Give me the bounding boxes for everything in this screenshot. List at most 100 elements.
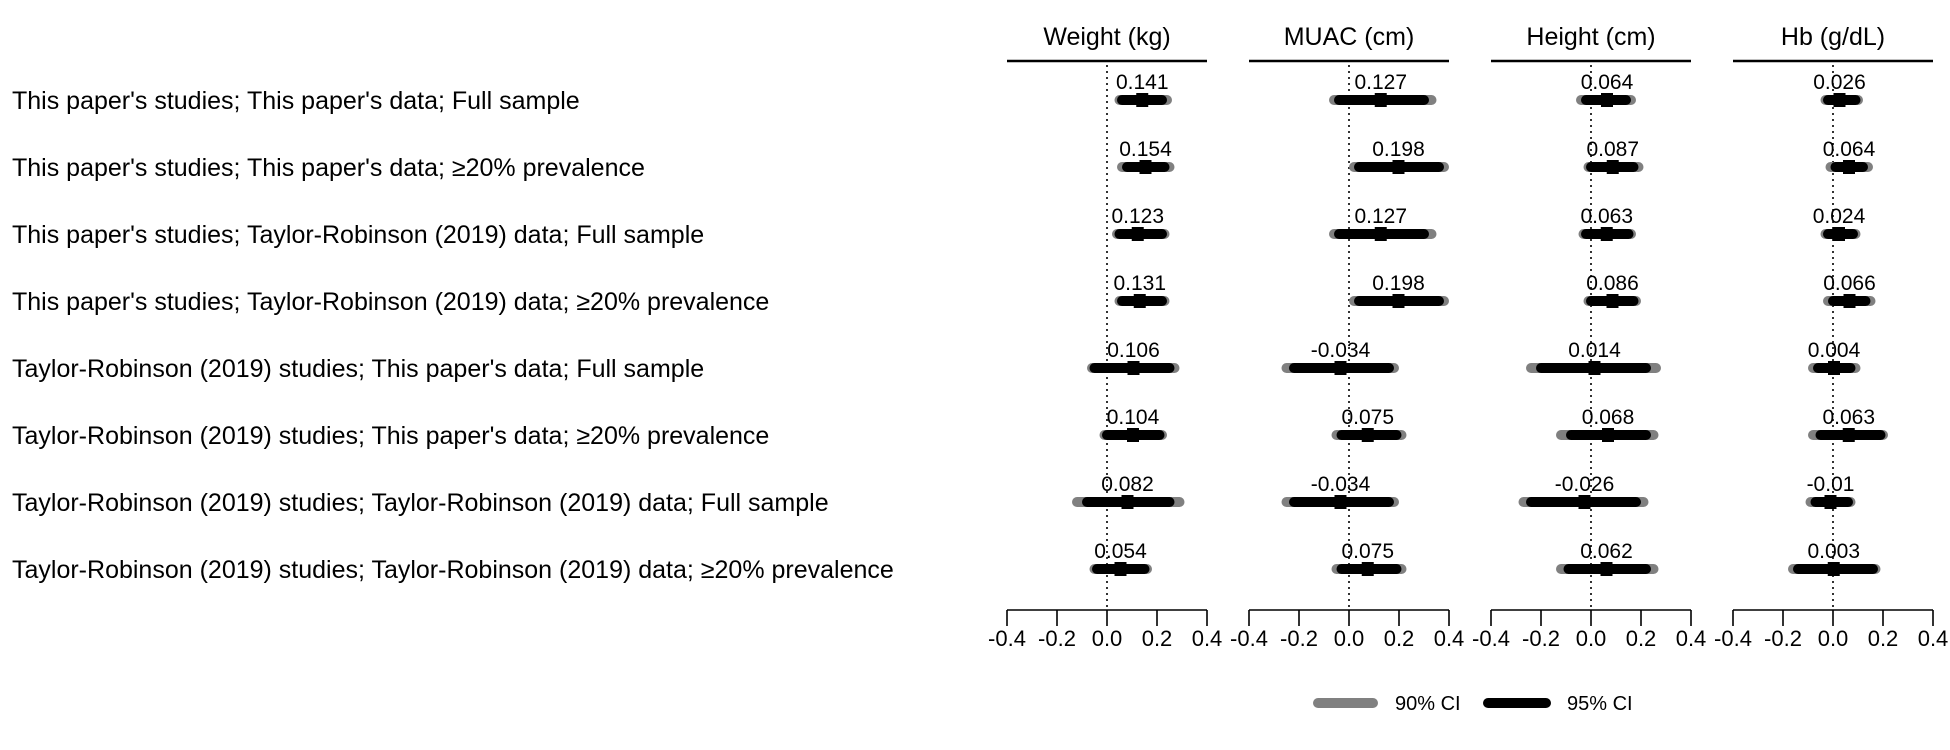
- point-estimate: [1114, 562, 1127, 576]
- point-estimate: [1578, 495, 1591, 509]
- point-estimate: [1600, 227, 1613, 241]
- point-estimate: [1833, 93, 1846, 107]
- x-tick-label: 0.2: [1142, 626, 1173, 651]
- panel-title: Weight (kg): [1043, 23, 1170, 51]
- estimate-label: 0.064: [1823, 138, 1876, 161]
- point-estimate: [1828, 361, 1840, 375]
- x-tick-label: 0.2: [1626, 626, 1657, 651]
- estimate-label: 0.127: [1354, 71, 1407, 94]
- estimate-label: 0.086: [1586, 272, 1639, 295]
- legend-label: 90% CI: [1395, 693, 1461, 715]
- x-tick-label: -0.4: [1230, 626, 1268, 651]
- panel: Height (cm) 0.064 0.087 0.063 0.086 0.014 0.06…: [1472, 23, 1706, 651]
- panel: Hb (g/dL) 0.026 0.064 0.024 0.066 0.004 0.063 -…: [1714, 23, 1948, 651]
- point-estimate: [1827, 562, 1840, 576]
- estimate-label: -0.01: [1807, 473, 1855, 496]
- x-tick-label: 0.4: [1192, 626, 1223, 651]
- row-label: This paper's studies; This paper's data;…: [12, 154, 645, 182]
- row-label: Taylor-Robinson (2019) studies; This pap…: [12, 422, 769, 450]
- point-estimate: [1602, 428, 1614, 442]
- point-estimate: [1392, 160, 1405, 174]
- estimate-label: 0.131: [1113, 272, 1166, 295]
- row-label: This paper's studies; This paper's data;…: [12, 87, 580, 115]
- x-tick-label: 0.0: [1818, 626, 1849, 651]
- estimate-label: -0.026: [1555, 473, 1615, 496]
- x-tick-label: 0.4: [1918, 626, 1949, 651]
- legend: 90% CI 95% CI: [1313, 693, 1633, 715]
- estimate-label: 0.087: [1586, 138, 1639, 161]
- estimate-label: 0.106: [1107, 339, 1160, 362]
- estimate-label: 0.075: [1341, 406, 1394, 429]
- point-estimate: [1374, 93, 1387, 107]
- x-tick-label: -0.2: [1764, 626, 1802, 651]
- row-label: Taylor-Robinson (2019) studies; This pap…: [12, 355, 704, 383]
- point-estimate: [1127, 428, 1139, 442]
- estimate-label: 0.123: [1111, 205, 1164, 228]
- x-tick-label: -0.2: [1522, 626, 1560, 651]
- estimate-label: 0.054: [1094, 540, 1147, 563]
- panel-title: MUAC (cm): [1284, 23, 1415, 51]
- point-estimate: [1843, 294, 1856, 308]
- estimate-label: 0.198: [1372, 138, 1425, 161]
- estimate-label: 0.154: [1119, 138, 1172, 161]
- estimate-label: 0.127: [1354, 205, 1407, 228]
- row-label: This paper's studies; Taylor-Robinson (2…: [12, 288, 769, 316]
- estimate-label: 0.026: [1813, 71, 1866, 94]
- point-estimate: [1606, 160, 1619, 174]
- point-estimate: [1374, 227, 1387, 241]
- row-label: Taylor-Robinson (2019) studies; Taylor-R…: [12, 489, 829, 517]
- x-tick-label: 0.4: [1676, 626, 1707, 651]
- point-estimate: [1392, 294, 1405, 308]
- point-estimate: [1843, 160, 1855, 174]
- panels: Weight (kg) 0.141 0.154 0.123 0.131 0.106 0.10…: [988, 23, 1948, 651]
- panel: Weight (kg) 0.141 0.154 0.123 0.131 0.106 0.10…: [988, 23, 1222, 651]
- point-estimate: [1588, 361, 1601, 375]
- estimate-label: -0.034: [1311, 473, 1371, 496]
- x-tick-label: 0.0: [1334, 626, 1365, 651]
- point-estimate: [1824, 495, 1837, 509]
- point-estimate: [1127, 361, 1140, 375]
- x-tick-label: 0.2: [1384, 626, 1415, 651]
- panel-title: Height (cm): [1526, 23, 1655, 51]
- x-tick-label: 0.0: [1576, 626, 1607, 651]
- estimate-label: 0.082: [1101, 473, 1154, 496]
- row-label: This paper's studies; Taylor-Robinson (2…: [12, 221, 704, 249]
- estimate-label: 0.024: [1813, 205, 1866, 228]
- estimate-label: 0.141: [1116, 71, 1169, 94]
- point-estimate: [1139, 160, 1152, 174]
- point-estimate: [1334, 361, 1347, 375]
- x-tick-label: -0.4: [988, 626, 1026, 651]
- x-tick-label: 0.0: [1092, 626, 1123, 651]
- point-estimate: [1121, 495, 1134, 509]
- x-tick-label: -0.4: [1714, 626, 1752, 651]
- estimate-label: 0.064: [1581, 71, 1634, 94]
- estimate-label: 0.063: [1580, 205, 1633, 228]
- x-tick-label: -0.2: [1038, 626, 1076, 651]
- panel-title: Hb (g/dL): [1781, 23, 1885, 51]
- estimate-label: 0.198: [1372, 272, 1425, 295]
- estimate-label: 0.104: [1107, 406, 1160, 429]
- point-estimate: [1136, 93, 1149, 107]
- estimate-label: 0.075: [1341, 540, 1394, 563]
- point-estimate: [1133, 294, 1146, 308]
- point-estimate: [1361, 562, 1374, 576]
- x-tick-label: -0.4: [1472, 626, 1510, 651]
- point-estimate: [1842, 428, 1855, 442]
- point-estimate: [1833, 227, 1845, 241]
- legend-label: 95% CI: [1567, 693, 1633, 715]
- estimate-label: 0.068: [1582, 406, 1635, 429]
- estimate-label: 0.062: [1580, 540, 1633, 563]
- row-label: Taylor-Robinson (2019) studies; Taylor-R…: [12, 556, 894, 584]
- row-labels: This paper's studies; This paper's data;…: [12, 87, 894, 584]
- panel: MUAC (cm) 0.127 0.198 0.127 0.198 -0.034 0.075…: [1230, 23, 1464, 651]
- estimate-label: 0.014: [1568, 339, 1621, 362]
- point-estimate: [1334, 495, 1347, 509]
- x-tick-label: -0.2: [1280, 626, 1318, 651]
- estimate-label: -0.034: [1311, 339, 1371, 362]
- estimate-label: 0.003: [1807, 540, 1860, 563]
- x-tick-label: 0.4: [1434, 626, 1465, 651]
- point-estimate: [1361, 428, 1374, 442]
- point-estimate: [1600, 562, 1613, 576]
- point-estimate: [1606, 294, 1619, 308]
- x-tick-label: 0.2: [1868, 626, 1899, 651]
